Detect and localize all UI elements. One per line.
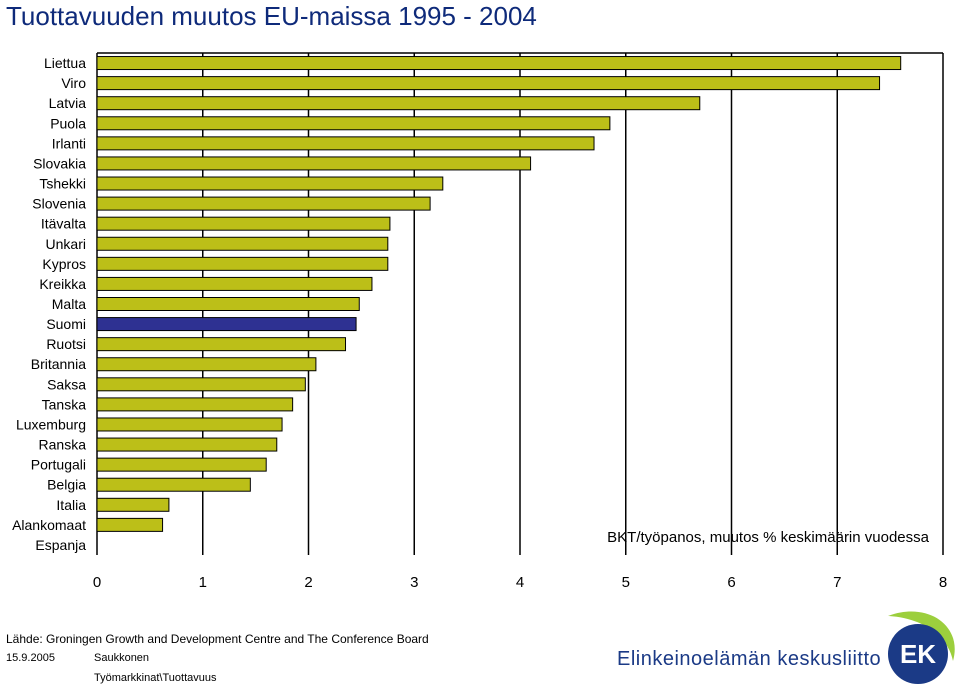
brand-name: Elinkeinoelämän keskusliitto	[617, 648, 882, 670]
logo-disc	[888, 624, 948, 684]
category-label: Italia	[56, 497, 86, 513]
x-tick-labels: 0 1 2 3 4 5 6 7 8	[93, 574, 947, 591]
category-label: Viro	[61, 75, 86, 91]
bar-malta	[96, 297, 360, 311]
bar-slovakia	[96, 156, 532, 171]
category-label: Slovakia	[33, 155, 86, 171]
bar-belgia	[96, 477, 251, 492]
axis-annotation: BKT/työpanos, muutos % keskimäärin vuode…	[607, 529, 929, 546]
bar-tshekki	[96, 176, 444, 191]
category-label: Itävalta	[41, 216, 86, 232]
x-tick-label: 3	[410, 574, 418, 591]
bar-latvia	[96, 96, 701, 111]
bar-slovenia	[96, 196, 431, 211]
x-tick-label: 4	[516, 574, 524, 591]
author-label: Saukkonen	[94, 652, 150, 664]
category-label: Saksa	[47, 376, 86, 392]
bar-kypros	[96, 256, 389, 271]
x-tick-label: 6	[727, 574, 735, 591]
bar-alankomaat	[96, 517, 164, 532]
logo-swoosh	[888, 611, 955, 661]
category-labels: Liettua Viro Latvia Puola Irlanti Slovakia Tsh…	[12, 55, 86, 553]
category-label: Britannia	[31, 356, 86, 372]
bar-portugali	[96, 457, 267, 472]
category-label: Kreikka	[39, 276, 86, 292]
category-label: Malta	[52, 296, 86, 312]
bar-puola	[96, 116, 611, 131]
bar-viro	[96, 76, 881, 91]
chart-title: Tuottavuuden muutos EU-maissa 1995 - 200…	[6, 1, 537, 31]
x-tick-label: 2	[304, 574, 312, 591]
category-label: Ruotsi	[46, 336, 86, 352]
category-label: Tshekki	[39, 176, 86, 192]
x-tick-label: 0	[93, 574, 101, 591]
bar-layer	[96, 56, 902, 532]
category-label: Slovenia	[32, 196, 86, 212]
bar-ranska	[96, 437, 278, 452]
bar-suomi	[96, 317, 357, 332]
file-path-label: Työmarkkinat\Tuottavuus	[94, 672, 217, 684]
category-label: Belgia	[47, 477, 86, 493]
bar-unkari	[96, 236, 389, 251]
category-label: Alankomaat	[12, 517, 86, 533]
category-label: Tanska	[42, 396, 87, 412]
x-tick-label: 7	[833, 574, 841, 591]
category-label: Puola	[50, 115, 86, 131]
x-tick-label: 5	[622, 574, 630, 591]
ek-logo: EK	[888, 611, 955, 684]
bar-britannia	[96, 357, 317, 372]
category-label: Irlanti	[52, 135, 86, 151]
category-label: Portugali	[31, 457, 86, 473]
category-label: Suomi	[46, 316, 86, 332]
category-label: Kypros	[42, 256, 86, 272]
category-label: Unkari	[46, 236, 86, 252]
category-label: Luxemburg	[16, 416, 86, 432]
category-label: Espanja	[35, 537, 86, 553]
bar-irlanti	[96, 136, 595, 151]
bar-chart: Liettua Viro Latvia Puola Irlanti Slovakia Tsh…	[12, 52, 947, 591]
bar-itävalta	[96, 216, 391, 231]
bar-italia	[96, 497, 170, 512]
source-note: Lähde: Groningen Growth and Development …	[6, 632, 429, 646]
bar-tanska	[96, 397, 294, 412]
bar-luxemburg	[96, 417, 283, 432]
bar-liettua	[96, 56, 902, 71]
logo-text: EK	[900, 639, 936, 669]
x-tick-label: 8	[939, 574, 947, 591]
category-label: Liettua	[44, 55, 86, 71]
x-tick-label: 1	[199, 574, 207, 591]
bar-ruotsi	[96, 337, 347, 352]
category-label: Ranska	[39, 437, 87, 453]
category-label: Latvia	[49, 95, 87, 111]
date-label: 15.9.2005	[6, 652, 55, 664]
bar-kreikka	[96, 276, 373, 291]
bar-saksa	[96, 377, 306, 392]
